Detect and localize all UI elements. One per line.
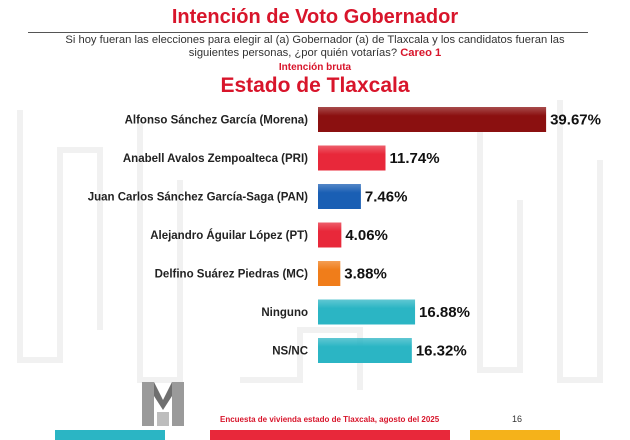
value-label-ns-nc: 16.32% xyxy=(416,343,467,360)
bar-ninguno xyxy=(318,299,416,325)
category-label-juan-carlos-sanchez-garcia-saga-pan: Juan Carlos Sánchez García-Saga (PAN) xyxy=(88,192,308,204)
value-label-juan-carlos-sanchez-garcia-saga-pan: 7.46% xyxy=(365,189,408,206)
category-label-anabell-avalos-zempoalteca-pri: Anabell Avalos Zempoalteca (PRI) xyxy=(123,153,308,165)
value-label-delfino-suarez-piedras-mc: 3.88% xyxy=(344,266,387,283)
value-label-ninguno: 16.88% xyxy=(419,304,470,321)
value-label-anabell-avalos-zempoalteca-pri: 11.74% xyxy=(390,150,440,167)
category-label-ns-nc: NS/NC xyxy=(272,346,308,358)
value-label-alfonso-sanchez-garcia-morena: 39.67% xyxy=(550,112,601,129)
footer-source: Encuesta de vivienda estado de Tlaxcala,… xyxy=(220,415,440,424)
question-text: Si hoy fueran las elecciones para elegir… xyxy=(65,34,565,59)
footer-strip-blue xyxy=(55,430,165,440)
category-label-delfino-suarez-piedras-mc: Delfino Suárez Piedras (MC) xyxy=(155,269,309,281)
category-label-alejandro-aguilar-lopez-pt: Alejandro Águilar López (PT) xyxy=(150,229,308,242)
title-divider xyxy=(28,32,588,33)
page-title: Intención de Voto Gobernador xyxy=(171,6,459,28)
bar-alejandro-aguilar-lopez-pt xyxy=(318,222,342,248)
bar-alfonso-sanchez-garcia-morena xyxy=(318,107,547,132)
footer-strip-red xyxy=(210,430,450,440)
company-logo xyxy=(142,382,184,426)
careo-label: Careo 1 xyxy=(400,47,442,59)
category-label-ninguno: Ninguno xyxy=(261,307,308,319)
region-title: Estado de Tlaxcala xyxy=(220,74,410,97)
bar-juan-carlos-sanchez-garcia-saga-pan xyxy=(318,184,361,209)
value-label-alejandro-aguilar-lopez-pt: 4.06% xyxy=(345,227,388,244)
bar-delfino-suarez-piedras-mc xyxy=(318,261,341,286)
page-number: 16 xyxy=(512,414,523,424)
chart-subtitle: Intención bruta xyxy=(278,62,352,73)
footer-strip-yellow xyxy=(470,430,560,440)
survey-question: Si hoy fueran las elecciones para elegir… xyxy=(40,34,590,60)
category-label-alfonso-sanchez-garcia-morena: Alfonso Sánchez García (Morena) xyxy=(125,115,309,127)
bar-anabell-avalos-zempoalteca-pri xyxy=(318,145,386,171)
bar-ns-nc xyxy=(318,338,412,363)
